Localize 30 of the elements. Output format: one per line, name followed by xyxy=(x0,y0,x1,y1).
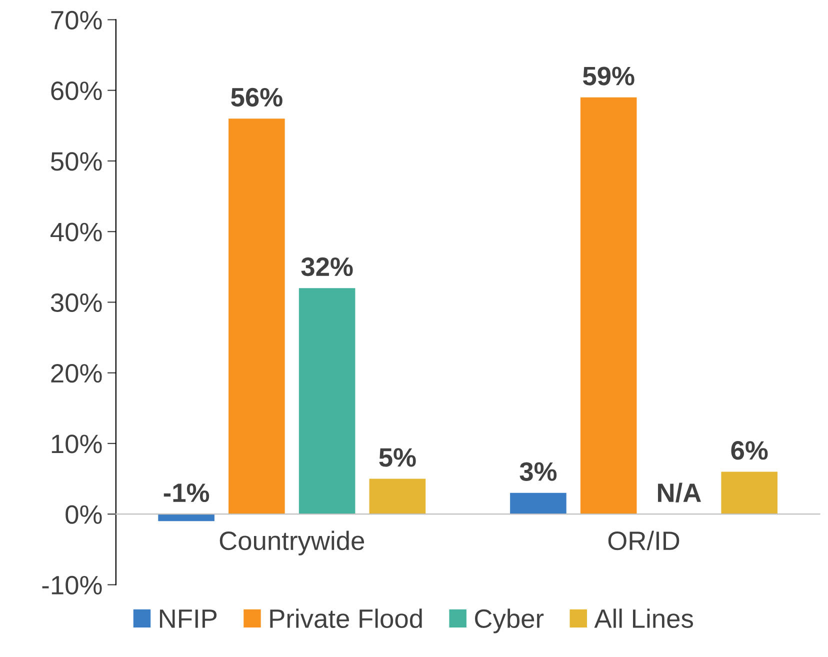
bar xyxy=(298,288,356,514)
y-tick-label: 70% xyxy=(51,10,102,30)
bar xyxy=(369,478,426,514)
data-label: 6% xyxy=(731,441,768,460)
data-label: 59% xyxy=(582,66,634,86)
bar xyxy=(510,492,566,514)
x-tick-label: Countrywide xyxy=(220,530,364,556)
legend-label: Cyber xyxy=(475,608,544,634)
y-tick-label: 50% xyxy=(50,152,102,171)
y-tick-label: 60% xyxy=(51,81,102,100)
data-label: -1% xyxy=(164,483,210,502)
data-label: 32% xyxy=(301,257,353,276)
y-tick-label: 0% xyxy=(66,505,102,524)
legend-label: NFIP xyxy=(160,610,217,628)
y-tick-label: 40% xyxy=(50,222,102,242)
bar xyxy=(228,118,285,514)
legend-label: Private Flood xyxy=(270,608,422,628)
y-tick-label: 20% xyxy=(51,364,102,383)
data-label: 5% xyxy=(379,448,416,467)
text: N/A xyxy=(658,482,701,502)
legend-label: All Lines xyxy=(594,608,693,628)
x-tick-label: OR/ID xyxy=(608,530,680,550)
data-label: 56% xyxy=(231,88,282,107)
data-label: 3% xyxy=(520,462,557,481)
bar xyxy=(580,97,637,514)
y-tick-label: 10% xyxy=(52,434,102,454)
bar xyxy=(721,472,778,514)
y-tick-label: -10% xyxy=(42,576,102,595)
bar xyxy=(158,514,214,522)
y-tick-label: 30% xyxy=(50,293,102,312)
